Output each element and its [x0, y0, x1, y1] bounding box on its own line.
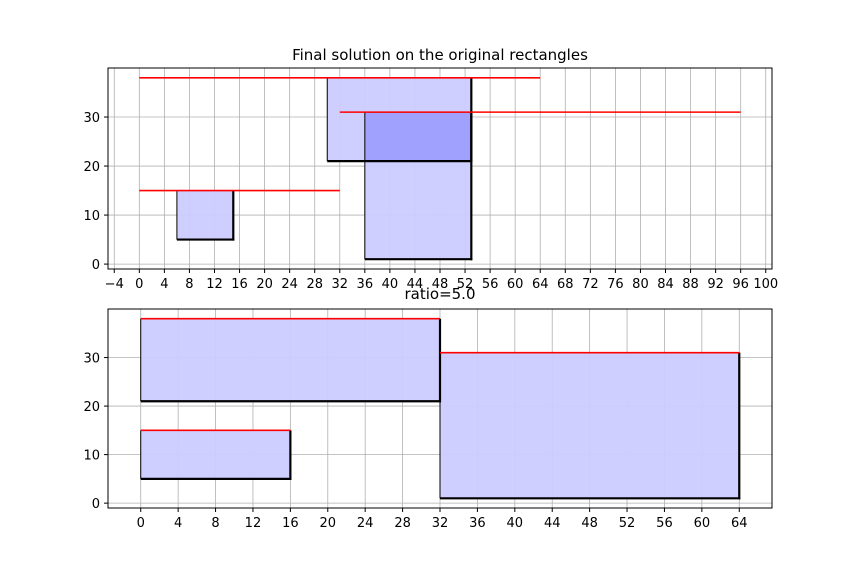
top-x-tick-label: 24 [281, 277, 298, 292]
bottom-chart: 0 4 8 12 16 20 24 28 32 36 40 44 48 52 56 60 640102030ra… [83, 285, 773, 531]
top-chart-title: Final solution on the original rectangle… [292, 46, 588, 64]
top-x-tick-label: 0 [135, 277, 143, 292]
top-x-tick-label: 92 [707, 277, 724, 292]
bottom-x-tick-label: 20 [320, 516, 337, 531]
top-x-tick-label: 8 [185, 277, 193, 292]
bottom-x-tick-label: 16 [282, 516, 299, 531]
bottom-chart-title: ratio=5.0 [404, 285, 475, 303]
top-x-tick-label: 20 [256, 277, 273, 292]
top-x-tick-label: 12 [206, 277, 223, 292]
bottom-x-tick-label: 12 [245, 516, 262, 531]
bottom-x-tick-label: 36 [469, 516, 486, 531]
top-x-tick-label: 84 [657, 277, 674, 292]
bottom-x-tick-label: 8 [211, 516, 219, 531]
bottom-x-tick-label: 4 [174, 516, 182, 531]
bottom-x-tick-label: 0 [137, 516, 145, 531]
top-x-tick-label: 28 [306, 277, 323, 292]
top-x-tick-label: 56 [482, 277, 499, 292]
top-y-tick-label: 30 [83, 111, 100, 126]
top-x-tick-label: 36 [357, 277, 374, 292]
bottom-x-tick-label: 52 [619, 516, 636, 531]
bottom-rectangle-0 [140, 318, 440, 402]
top-y-tick-label: 10 [83, 209, 100, 224]
bottom-y-tick-label: 30 [83, 352, 100, 367]
bottom-x-tick-label: 40 [507, 516, 524, 531]
top-y-tick-label: 20 [83, 160, 100, 175]
top-x-tick-label: 64 [532, 277, 549, 292]
top-x-tick-label: 76 [607, 277, 624, 292]
top-x-tick-label: 68 [557, 277, 574, 292]
top-x-tick-label: 32 [332, 277, 349, 292]
top-chart: −4 0 4 8 12 16 20 24 28 32 36 40 44 48 52 56 60 64 68 72 76 8… [83, 46, 778, 292]
top-rectangle-0 [176, 190, 234, 240]
bottom-x-tick-label: 24 [357, 516, 374, 531]
bottom-rectangle-2 [440, 352, 740, 499]
bottom-x-tick-label: 56 [656, 516, 673, 531]
bottom-y-tick-label: 10 [83, 449, 100, 464]
bottom-x-tick-label: 28 [394, 516, 411, 531]
bottom-x-tick-label: 48 [581, 516, 598, 531]
bottom-x-tick-label: 32 [432, 516, 449, 531]
top-x-tick-label: 40 [382, 277, 399, 292]
top-overlap [364, 112, 472, 162]
top-x-tick-label: 80 [632, 277, 649, 292]
top-x-tick-label: 72 [582, 277, 599, 292]
top-x-tick-label: 16 [231, 277, 248, 292]
bottom-x-tick-label: 60 [694, 516, 711, 531]
top-x-tick-label: 60 [507, 277, 524, 292]
bottom-x-tick-label: 44 [544, 516, 561, 531]
top-x-tick-label: 88 [682, 277, 699, 292]
top-x-tick-label: 52 [457, 277, 474, 292]
top-x-tick-label: 48 [432, 277, 449, 292]
bottom-y-tick-label: 20 [83, 400, 100, 415]
top-x-tick-label: 100 [753, 277, 778, 292]
top-x-tick-label: −4 [105, 277, 124, 292]
bottom-rectangle-1 [140, 430, 291, 479]
bottom-y-tick-label: 0 [92, 497, 100, 512]
top-x-tick-label: 96 [732, 277, 749, 292]
top-x-tick-label: 44 [407, 277, 424, 292]
bottom-x-tick-label: 64 [731, 516, 748, 531]
top-x-tick-label: 4 [160, 277, 168, 292]
top-y-tick-label: 0 [92, 258, 100, 273]
